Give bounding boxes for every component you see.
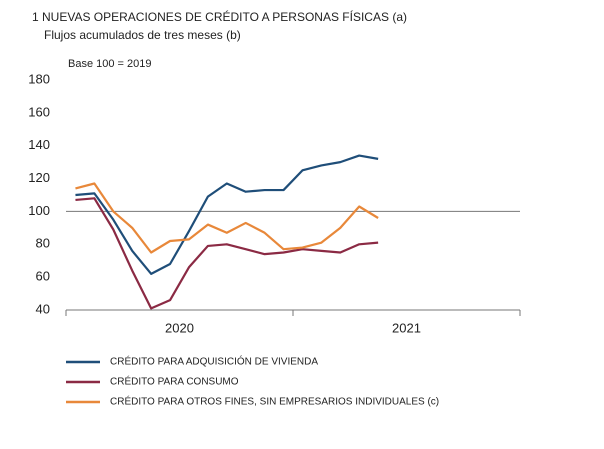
chart-subtitle: Flujos acumulados de tres meses (b) [44, 28, 241, 42]
y-tick-label: 80 [36, 236, 50, 251]
series-line [75, 197, 379, 310]
y-tick-label: 40 [36, 301, 50, 316]
y-tick-label: 100 [28, 203, 50, 218]
chart-title: 1 NUEVAS OPERACIONES DE CRÉDITO A PERSON… [32, 9, 407, 24]
series-line [75, 182, 379, 254]
y-tick-label: 120 [28, 170, 50, 185]
annotation: Base 100 = 2019 [68, 58, 152, 70]
y-tick-label: 140 [28, 137, 50, 152]
y-tick-label: 60 [36, 269, 50, 284]
y-tick-label: 160 [28, 104, 50, 119]
y-tick-label: 180 [28, 71, 50, 86]
legend-label: CRÉDITO PARA ADQUISICIÓN DE VIVIENDA [110, 355, 318, 368]
x-group-label: 2021 [392, 320, 421, 335]
legend-label: CRÉDITO PARA CONSUMO [110, 375, 239, 388]
x-group-label: 2020 [165, 320, 194, 335]
legend-label: CRÉDITO PARA OTROS FINES, SIN EMPRESARIO… [110, 395, 439, 408]
series-line [75, 154, 379, 275]
